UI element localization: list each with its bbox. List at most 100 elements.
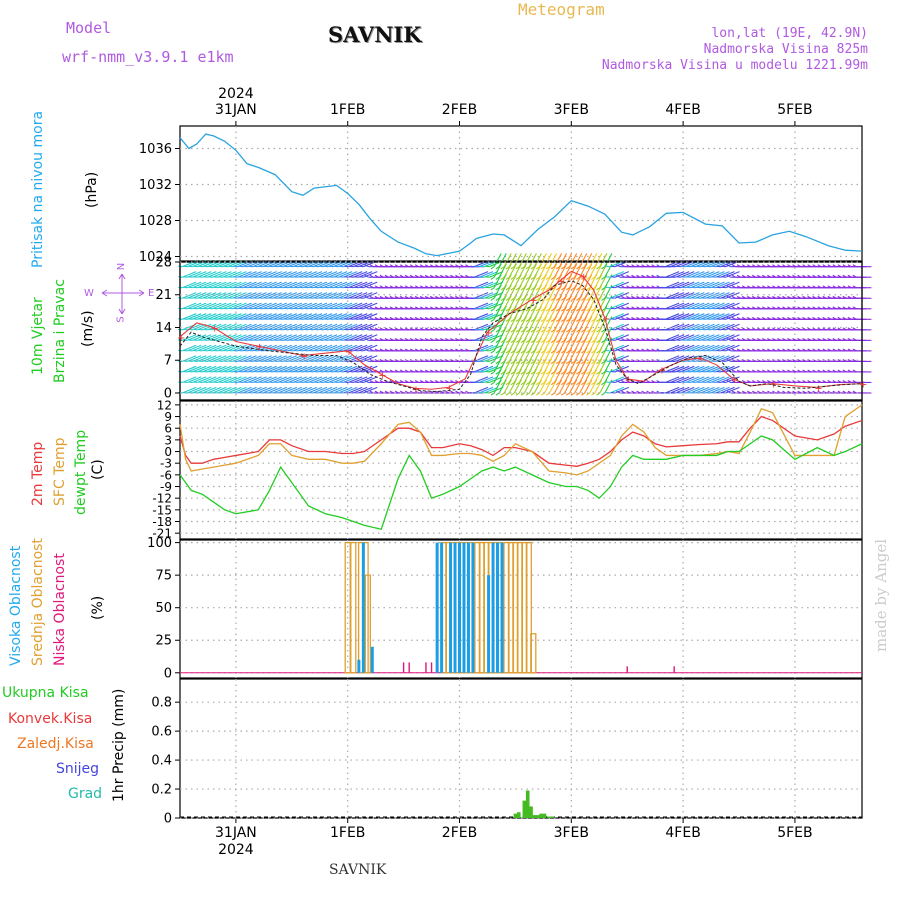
- wind-barb-head: [807, 316, 812, 320]
- wind-barb-head: [746, 369, 752, 373]
- wind-barb-head: [545, 297, 550, 301]
- wind-barb: [192, 376, 207, 383]
- wind-barb: [685, 365, 700, 373]
- wind-barb: [685, 334, 700, 341]
- wind-barb-head: [827, 348, 832, 352]
- wind-barb-head: [792, 264, 797, 268]
- wind-barb-head: [550, 339, 555, 344]
- wind-barb: [715, 302, 730, 310]
- wind-barb-head: [374, 390, 379, 394]
- wind-barb: [227, 271, 242, 278]
- high-cloud-bar: [453, 542, 457, 673]
- wind-barb: [317, 313, 333, 320]
- wind-barb: [473, 323, 489, 331]
- wind-barb-head: [787, 337, 792, 341]
- wind-barb-head: [807, 337, 812, 341]
- wind-barb-head: [455, 327, 460, 331]
- wind-barb-head: [782, 295, 787, 299]
- wind-barb-head: [807, 264, 812, 268]
- wind-barb-head: [802, 306, 807, 310]
- wind-barb-head: [832, 285, 837, 289]
- wind-barb-head: [762, 285, 767, 289]
- wind-barb: [232, 302, 247, 310]
- wind-barb: [665, 334, 680, 341]
- wind-barb-head: [792, 337, 797, 341]
- wind-barb: [257, 292, 272, 299]
- wind-barb: [292, 302, 308, 310]
- wind-barb: [665, 344, 680, 352]
- wind-barb: [700, 292, 715, 299]
- wind-barb: [307, 271, 323, 278]
- wind-barb: [473, 365, 489, 373]
- wind-barb: [609, 355, 624, 362]
- wind-barb-head: [555, 392, 560, 396]
- wind-barb: [358, 323, 373, 331]
- wind-barb: [690, 281, 705, 289]
- mid-cloud-bar: [364, 574, 371, 674]
- wind-barb: [327, 281, 343, 289]
- wind-barb: [202, 334, 217, 341]
- wind-barb-head: [822, 295, 827, 299]
- wind-barb-head: [837, 327, 842, 331]
- wind-barb-head: [445, 359, 450, 362]
- wind-barb-head: [842, 337, 847, 341]
- wind-barb-head: [525, 266, 530, 270]
- wind-barb-head: [596, 297, 601, 301]
- panel-frame-temp: [179, 400, 863, 540]
- wind-barb: [252, 292, 267, 299]
- wind-barb-head: [384, 359, 389, 362]
- wind-barb-head: [827, 274, 832, 278]
- wind-barb-head: [419, 327, 424, 331]
- wind-barb-head: [394, 306, 399, 310]
- wind-barb: [237, 313, 252, 320]
- wind-barb: [297, 323, 313, 331]
- wind-barb-head: [364, 359, 369, 362]
- wind-barb-head: [757, 327, 762, 331]
- wind-barb-head: [389, 359, 394, 362]
- wind-barb: [262, 334, 277, 341]
- wind-barb: [720, 323, 735, 331]
- wind-barb: [322, 313, 338, 320]
- wind-barb-head: [581, 350, 586, 354]
- wind-barb-head: [832, 369, 837, 373]
- wind-barb-head: [510, 360, 515, 365]
- y-tick-label: 75: [155, 569, 172, 584]
- wind-barb: [307, 292, 323, 299]
- gust-marker: +: [658, 366, 666, 377]
- wind-barb: [327, 365, 343, 373]
- wind-barb-head: [495, 381, 500, 386]
- wind-barb: [348, 292, 363, 299]
- wind-barb-head: [752, 316, 757, 320]
- y-tick-label: 1024: [139, 250, 172, 265]
- wind-barb: [478, 281, 494, 289]
- wind-barb: [287, 386, 303, 394]
- wind-barb-head: [404, 348, 409, 352]
- wind-barb-head: [440, 348, 445, 352]
- wind-barb-head: [591, 350, 596, 354]
- wind-barb: [675, 292, 690, 299]
- wind-barb: [202, 386, 217, 394]
- wind-barb: [287, 313, 303, 320]
- wind-barb-head: [500, 308, 505, 312]
- wind-barb: [187, 271, 202, 278]
- wind-barb: [720, 334, 735, 341]
- wind-barb-head: [787, 264, 792, 268]
- wind-barb-head: [797, 390, 802, 394]
- wind-barb-head: [646, 390, 651, 394]
- wind-barb-head: [571, 360, 575, 365]
- wind-barb-head: [852, 295, 857, 299]
- wind-barb: [317, 365, 333, 373]
- wind-barb: [217, 313, 232, 320]
- wind-barb: [282, 313, 297, 320]
- wind-barb-head: [802, 285, 807, 289]
- wind-barb: [685, 376, 700, 383]
- wind-barb-head: [490, 360, 495, 365]
- wind-barb-head: [450, 380, 455, 383]
- wind-barb-head: [621, 327, 626, 331]
- wind-barb-head: [731, 369, 736, 373]
- wind-barb-head: [399, 285, 404, 289]
- wind-barb-head: [586, 392, 591, 396]
- compass-e: E: [148, 288, 155, 299]
- wind-barb-head: [616, 359, 621, 362]
- wind-barb: [675, 302, 690, 310]
